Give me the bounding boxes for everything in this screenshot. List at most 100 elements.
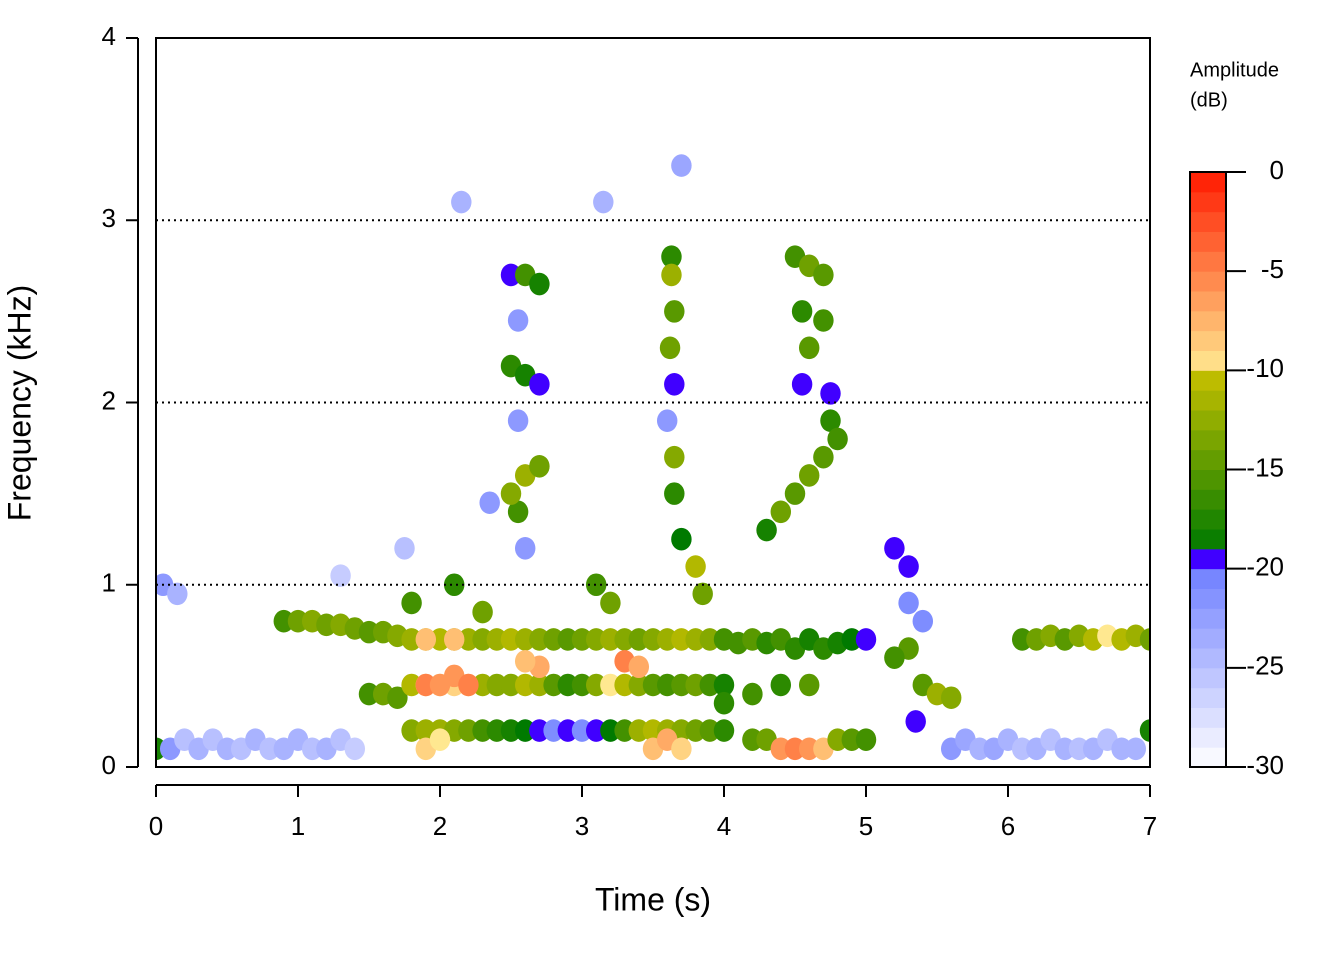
colorbar-tick-label: -20 <box>1246 552 1284 582</box>
cell <box>301 737 323 761</box>
cell <box>585 628 607 651</box>
cell <box>1125 737 1147 761</box>
colorbar-step <box>1190 588 1226 609</box>
colorbar-step <box>1190 509 1226 530</box>
cell <box>557 719 579 742</box>
cell <box>713 673 735 697</box>
colorbar-step <box>1190 211 1226 232</box>
cell <box>969 737 990 761</box>
cell <box>1011 628 1033 651</box>
cell <box>394 537 415 560</box>
cell <box>500 482 522 505</box>
cell <box>898 591 919 615</box>
cell <box>458 673 479 697</box>
cell <box>742 682 763 706</box>
cell <box>905 710 926 733</box>
cell <box>344 737 366 761</box>
spectrogram-cells <box>156 154 1150 761</box>
y-tick-label: 4 <box>102 21 116 51</box>
cell <box>543 719 564 742</box>
cell <box>791 300 813 323</box>
cell <box>514 649 536 673</box>
cell <box>557 628 579 651</box>
cell <box>661 263 682 287</box>
cell <box>585 573 607 597</box>
cell <box>500 263 522 287</box>
cell <box>685 628 706 651</box>
cell <box>500 719 522 742</box>
colorbar-step <box>1190 469 1226 490</box>
cell <box>671 527 692 551</box>
cell <box>827 427 848 451</box>
cell <box>685 719 706 742</box>
cell <box>401 719 422 742</box>
colorbar-step <box>1190 608 1226 629</box>
cell <box>671 673 692 697</box>
y-tick-label: 2 <box>102 385 116 415</box>
cell <box>429 628 451 651</box>
cell <box>415 673 437 697</box>
colorbar-step <box>1190 489 1226 510</box>
colorbar-step <box>1190 350 1226 371</box>
colorbar-step <box>1190 191 1226 213</box>
cell <box>1139 628 1150 651</box>
cell <box>600 719 621 742</box>
cell <box>661 245 682 268</box>
y-tick-label: 0 <box>102 750 116 780</box>
colorbar-step <box>1190 727 1226 748</box>
cell <box>600 591 621 615</box>
cell <box>855 628 877 651</box>
cell <box>699 673 721 697</box>
cell <box>358 620 380 644</box>
cell <box>940 686 962 710</box>
cell <box>451 190 472 214</box>
cell <box>514 719 536 742</box>
cell <box>167 582 188 606</box>
cell <box>813 309 834 332</box>
cell <box>713 691 735 715</box>
cell <box>742 728 763 751</box>
cell <box>507 409 529 433</box>
cell <box>898 555 919 578</box>
cell <box>656 628 678 651</box>
colorbar-tick-label: -25 <box>1246 651 1284 681</box>
cell <box>791 372 813 396</box>
cell <box>507 500 529 524</box>
cell <box>671 737 692 761</box>
cell <box>841 628 863 651</box>
cell <box>600 628 621 651</box>
cell <box>614 719 635 742</box>
x-tick-label: 3 <box>575 811 589 841</box>
colorbar-step <box>1190 707 1226 728</box>
cell <box>486 673 508 697</box>
cell <box>514 537 536 560</box>
colorbar-step <box>1190 568 1226 589</box>
cell <box>443 628 465 651</box>
colorbar-step <box>1190 310 1226 332</box>
cell <box>628 673 650 697</box>
cell <box>685 555 706 578</box>
cell <box>770 500 792 524</box>
cell <box>827 728 848 751</box>
cell <box>614 628 635 651</box>
colorbar-title: Amplitude <box>1190 59 1279 81</box>
cell <box>443 573 465 597</box>
cell <box>458 628 479 651</box>
colorbar-step <box>1190 291 1226 312</box>
cell <box>543 673 564 697</box>
x-tick-label: 1 <box>291 811 305 841</box>
colorbar-title: (dB) <box>1190 89 1228 111</box>
cell <box>912 609 934 633</box>
cell <box>401 591 422 615</box>
cell <box>664 482 685 505</box>
colorbar-step <box>1190 449 1226 470</box>
colorbar-step <box>1190 667 1226 689</box>
colorbar-step <box>1190 687 1226 708</box>
cell <box>486 719 508 742</box>
cell <box>401 628 422 651</box>
colorbar-step <box>1190 172 1226 193</box>
cell <box>507 309 529 332</box>
cell <box>287 609 309 633</box>
cell <box>529 673 550 697</box>
cell <box>529 719 550 742</box>
